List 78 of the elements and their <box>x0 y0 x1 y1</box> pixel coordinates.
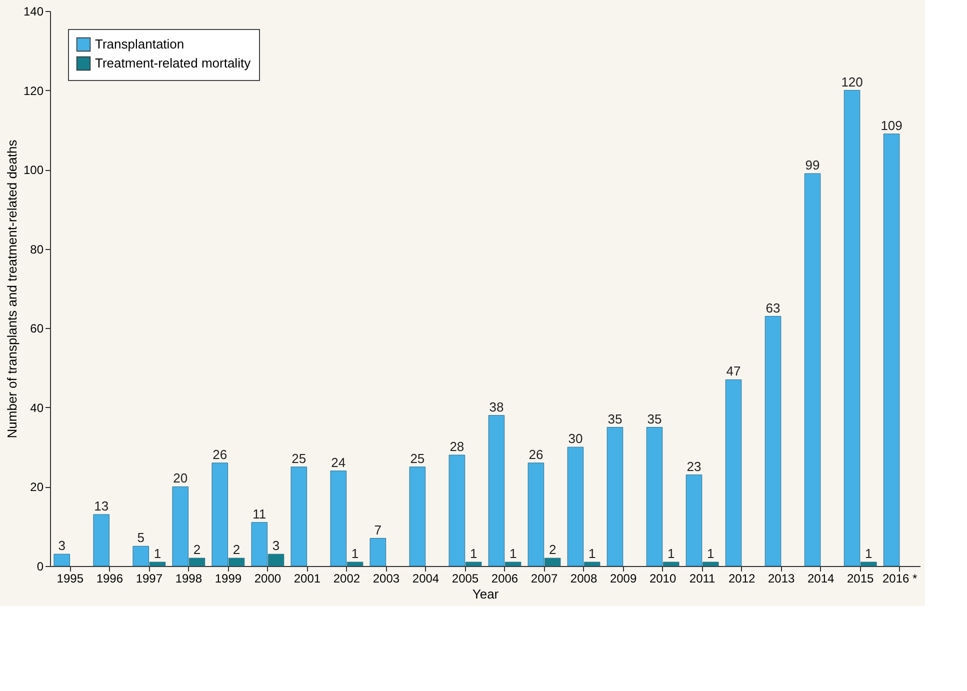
x-tick-label: 2014 <box>807 572 834 586</box>
data-label: 1 <box>706 546 714 562</box>
data-label: 35 <box>647 411 662 426</box>
x-tick-label: 2006 <box>491 572 518 586</box>
x-tick-label: 2012 <box>728 572 756 586</box>
bar <box>764 316 782 566</box>
data-label: 1 <box>154 546 162 562</box>
bar <box>93 514 110 566</box>
bar <box>883 134 900 566</box>
x-tick-label: 2005 <box>452 572 479 586</box>
bar <box>804 173 821 566</box>
data-label: 5 <box>137 530 144 546</box>
legend-label: Treatment-related mortality <box>95 56 252 70</box>
x-tick-label: 1995 <box>56 572 84 586</box>
bar <box>606 427 624 566</box>
data-label: 20 <box>173 470 188 486</box>
y-tick-label: 40 <box>30 400 44 415</box>
data-label: 28 <box>450 439 464 454</box>
data-label: 99 <box>805 158 820 173</box>
x-tick-label: 1997 <box>136 572 163 586</box>
bar <box>725 379 742 566</box>
x-tick-label: 2009 <box>610 572 637 586</box>
data-label: 7 <box>374 522 382 538</box>
data-label: 23 <box>686 458 702 474</box>
x-tick-label: 2002 <box>333 572 360 586</box>
x-tick-label: 2013 <box>768 572 795 586</box>
x-tick-label: 2016 * <box>882 572 918 586</box>
bar <box>290 466 308 566</box>
x-tick-label: 1999 <box>214 572 242 586</box>
data-label: 35 <box>608 411 622 426</box>
x-tick-label: 2001 <box>294 572 321 586</box>
bar <box>54 554 70 566</box>
data-label: 24 <box>331 454 346 470</box>
data-label: 25 <box>292 450 306 466</box>
x-tick-label: 2004 <box>412 572 440 586</box>
x-axis-title: Year <box>472 586 500 602</box>
data-label: 2 <box>232 542 240 558</box>
data-label: 26 <box>528 446 544 462</box>
data-label: 25 <box>410 450 425 466</box>
x-tick-label: 2011 <box>689 572 716 586</box>
bar <box>370 538 386 566</box>
x-tick-label: 1996 <box>96 572 124 586</box>
x-tick-label: 2000 <box>254 572 282 586</box>
data-label: 63 <box>766 300 780 316</box>
bar <box>409 466 426 566</box>
y-tick-label: 80 <box>30 242 44 256</box>
data-label: 109 <box>880 118 902 133</box>
data-label: 1 <box>588 546 596 562</box>
x-tick-label: 2015 <box>846 572 874 586</box>
data-label: 30 <box>568 431 583 446</box>
y-tick-label: 60 <box>30 322 44 336</box>
x-tick-label: 2007 <box>530 572 558 586</box>
x-tick-label: 2010 <box>649 572 676 586</box>
y-tick-label: 20 <box>30 480 44 494</box>
data-label: 3 <box>272 538 280 554</box>
data-label: 120 <box>841 74 863 90</box>
y-tick-label: 120 <box>23 84 44 98</box>
x-tick-label: 2003 <box>372 572 400 586</box>
data-label: 2 <box>548 542 556 558</box>
y-axis-title: Number of transplants and treatment-related deaths <box>4 139 20 438</box>
data-label: 3 <box>58 538 66 554</box>
x-tick-label: 2008 <box>570 572 598 586</box>
data-label: 1 <box>509 546 517 562</box>
data-label: 13 <box>94 498 109 514</box>
data-label: 1 <box>865 546 872 562</box>
data-label: 1 <box>351 546 359 562</box>
data-label: 26 <box>212 446 228 462</box>
legend-label: Transplantation <box>95 36 184 52</box>
y-tick-label: 0 <box>36 560 44 574</box>
data-label: 1 <box>470 546 478 562</box>
data-label: 2 <box>193 542 201 558</box>
y-tick-label: 100 <box>23 163 44 178</box>
data-label: 38 <box>489 399 504 414</box>
data-label: 11 <box>252 506 266 522</box>
data-label: 47 <box>726 364 741 379</box>
x-tick-label: 1998 <box>175 572 202 586</box>
data-label: 1 <box>667 546 675 562</box>
y-tick-label: 140 <box>23 4 44 18</box>
